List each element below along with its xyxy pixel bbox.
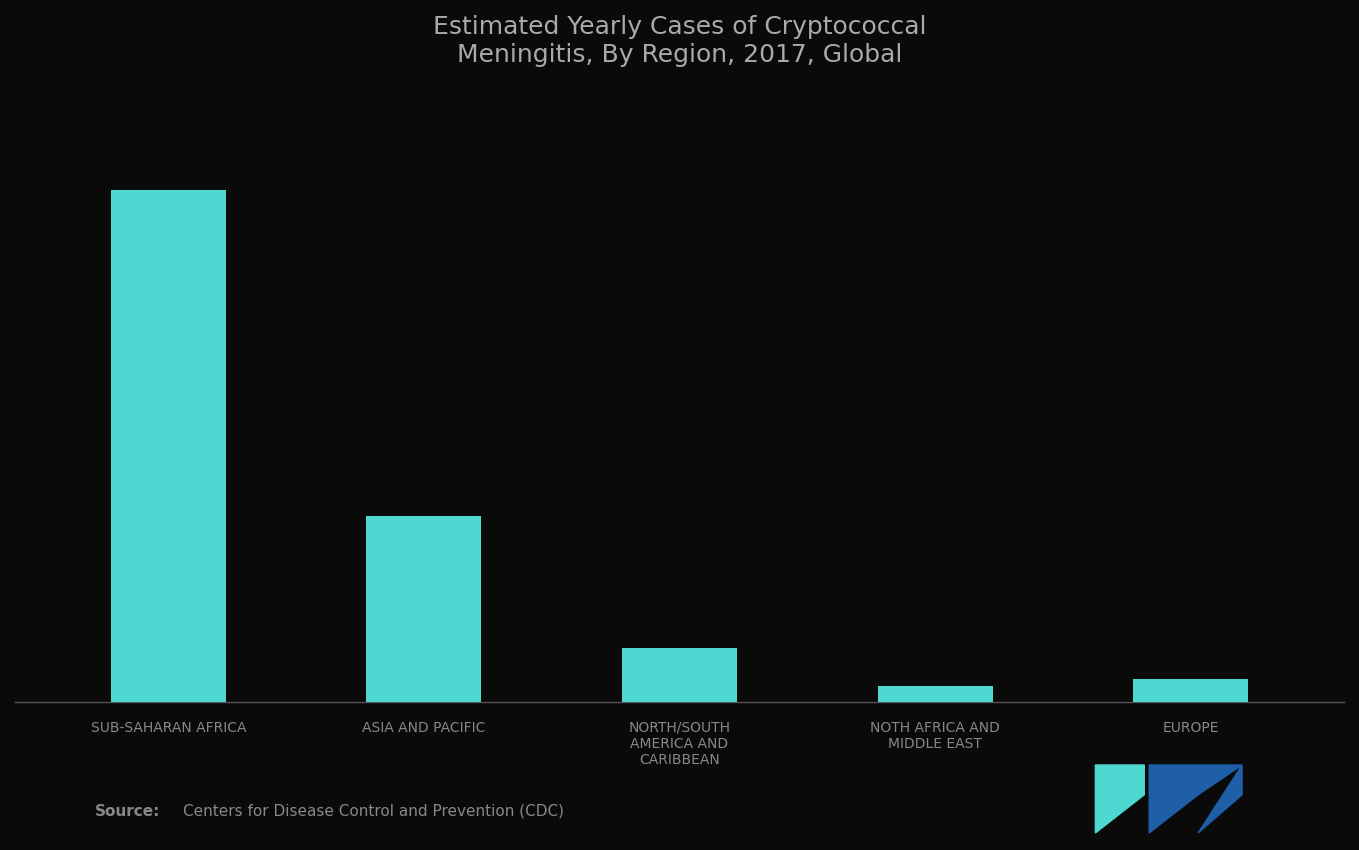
Bar xyxy=(111,190,226,702)
Polygon shape xyxy=(1150,765,1199,833)
Title: Estimated Yearly Cases of Cryptococcal
Meningitis, By Region, 2017, Global: Estimated Yearly Cases of Cryptococcal M… xyxy=(432,15,927,67)
Polygon shape xyxy=(1199,765,1242,833)
Bar xyxy=(1133,678,1248,702)
Text: Centers for Disease Control and Prevention (CDC): Centers for Disease Control and Preventi… xyxy=(183,804,564,819)
Polygon shape xyxy=(1150,765,1242,795)
Polygon shape xyxy=(1095,765,1144,833)
Bar xyxy=(878,686,992,702)
Bar xyxy=(367,516,481,702)
Text: Source:: Source: xyxy=(95,804,160,819)
Bar xyxy=(622,649,737,702)
Polygon shape xyxy=(1095,765,1144,795)
